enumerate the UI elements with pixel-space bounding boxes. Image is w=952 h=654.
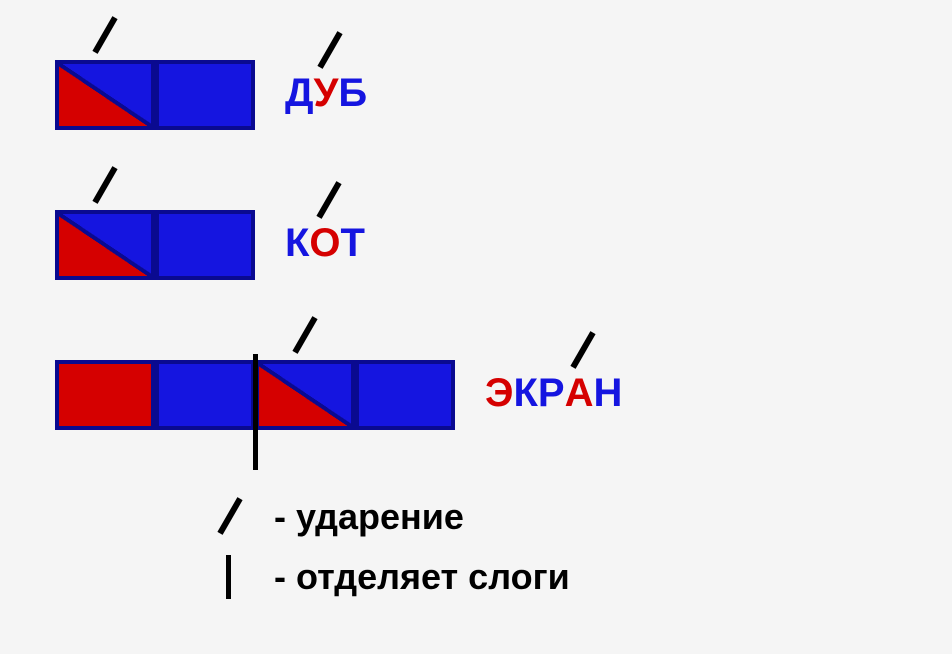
- sound-cell-split: [255, 360, 355, 430]
- word-letter: Д: [285, 71, 314, 116]
- sound-cell-split: [55, 60, 155, 130]
- word-letter: Э: [485, 371, 513, 416]
- word-letter: Р: [538, 371, 565, 416]
- legend-symbol-separator: [200, 555, 260, 599]
- stress-mark: [92, 166, 117, 204]
- word-letter: К: [285, 221, 309, 266]
- sound-cell-consonant: [155, 210, 255, 280]
- word-letter: О: [309, 221, 340, 266]
- diagram-canvas: ДУБКОТЭКРАН- ударение- отделяет слоги: [0, 0, 952, 654]
- legend-row: - ударение: [200, 495, 464, 539]
- sound-cell-split: [55, 210, 155, 280]
- word-letter: Т: [341, 221, 365, 266]
- legend-text: - ударение: [274, 496, 464, 538]
- word-label: ДУБ: [285, 71, 367, 116]
- stress-mark: [317, 31, 342, 69]
- legend-symbol-stress: [200, 495, 260, 539]
- sound-cell-vowel: [55, 360, 155, 430]
- syllable-separator: [253, 354, 258, 470]
- word-letter: Б: [338, 71, 367, 116]
- stress-mark: [292, 316, 317, 354]
- legend-text: - отделяет слоги: [274, 556, 570, 598]
- stress-mark: [92, 16, 117, 54]
- stress-mark: [316, 181, 341, 219]
- word-label: ЭКРАН: [485, 371, 622, 416]
- sound-cell-consonant: [355, 360, 455, 430]
- word-letter: К: [513, 371, 537, 416]
- sound-cell-consonant: [155, 60, 255, 130]
- word-letter: У: [314, 71, 339, 116]
- word-label: КОТ: [285, 221, 365, 266]
- sound-cell-consonant: [155, 360, 255, 430]
- legend-row: - отделяет слоги: [200, 555, 570, 599]
- stress-mark: [570, 331, 595, 369]
- word-letter: А: [565, 371, 594, 416]
- word-letter: Н: [593, 371, 622, 416]
